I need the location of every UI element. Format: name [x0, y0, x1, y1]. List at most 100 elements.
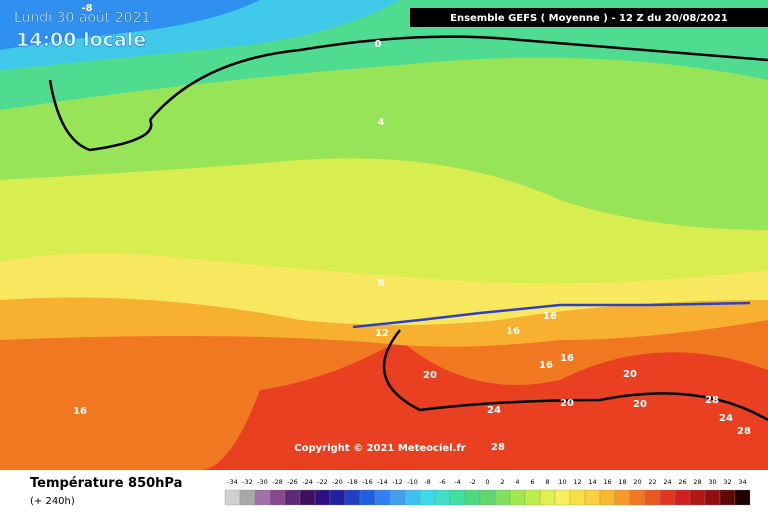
contour-label: -8: [81, 3, 92, 14]
scale-swatch: [614, 489, 631, 506]
scale-swatch: [569, 489, 586, 506]
scale-swatch: [689, 489, 706, 506]
scale-swatch: [344, 489, 361, 506]
scale-swatch: [659, 489, 676, 506]
scale-tick-label: -14: [377, 478, 388, 486]
scale-tick-label: 8: [545, 478, 549, 486]
scale-tick-label: 30: [708, 478, 716, 486]
scale-swatch: [599, 489, 616, 506]
scale-swatch: [464, 489, 481, 506]
copyright: Copyright © 2021 Meteociel.fr: [294, 443, 465, 454]
scale-tick-label: -24: [302, 478, 313, 486]
scale-swatch: [254, 489, 271, 506]
scale-tick-label: -18: [347, 478, 358, 486]
scale-swatch: [524, 489, 541, 506]
scale-tick-label: -20: [332, 478, 343, 486]
scale-swatch: [374, 489, 391, 506]
scale-swatch: [434, 489, 451, 506]
scale-swatch: [584, 489, 601, 506]
scale-swatch: [269, 489, 286, 506]
contour-label: 0: [375, 39, 382, 50]
scale-swatch: [359, 489, 376, 506]
scale-tick-label: 32: [723, 478, 731, 486]
scale-tick-label: -22: [317, 478, 328, 486]
legend-lead: (+ 240h): [30, 496, 75, 507]
scale-tick-label: 4: [515, 478, 519, 486]
scale-swatch: [734, 489, 751, 506]
contour-label: 16: [543, 311, 557, 322]
contour: [382, 329, 768, 422]
scale-swatch: [554, 489, 571, 506]
contour-label: 12: [375, 328, 389, 339]
scale-tick-label: -10: [407, 478, 418, 486]
scale-tick-label: 28: [693, 478, 701, 486]
zero-contour: [48, 35, 768, 152]
scale-swatch: [644, 489, 661, 506]
contour-label: 16: [73, 406, 87, 417]
contour-label: 16: [506, 326, 520, 337]
scale-tick-label: 26: [678, 478, 686, 486]
scale-tick-label: -28: [272, 478, 283, 486]
scale-tick-label: -12: [392, 478, 403, 486]
contour-label: 20: [623, 369, 637, 380]
scale-swatch: [629, 489, 646, 506]
scale-tick-label: -16: [362, 478, 373, 486]
contour-label: 16: [560, 353, 574, 364]
contour-label: 28: [491, 442, 505, 453]
scale-swatch: [719, 489, 736, 506]
contour-label: 28: [737, 426, 751, 437]
scale-swatch: [509, 489, 526, 506]
scale-swatch: [539, 489, 556, 506]
scale-tick-label: 10: [558, 478, 566, 486]
scale-tick-label: -2: [469, 478, 475, 486]
scale-swatch: [419, 489, 436, 506]
title: Ensemble GEFS ( Moyenne ) - 12 Z du 20/0…: [450, 13, 728, 24]
date: Lundi 30 août 2021: [14, 10, 150, 26]
scale-tick-label: -8: [424, 478, 430, 486]
scale-tick-label: 0: [485, 478, 489, 486]
scale-swatch: [224, 489, 241, 506]
scale-tick-label: -34: [227, 478, 238, 486]
contour-label: 20: [560, 398, 574, 409]
scale-swatch: [674, 489, 691, 506]
scale-swatch: [494, 489, 511, 506]
contour-label: 20: [423, 370, 437, 381]
scale-swatch: [704, 489, 721, 506]
scale-tick-label: 12: [573, 478, 581, 486]
contour-label: 20: [633, 399, 647, 410]
contour-label: 28: [705, 395, 719, 406]
contour-label: 16: [539, 360, 553, 371]
contour-label: 24: [487, 405, 501, 416]
scale-tick-label: 14: [588, 478, 596, 486]
scale-tick-label: -32: [242, 478, 253, 486]
contour-label: 4: [378, 117, 385, 128]
scale-tick-label: 2: [500, 478, 504, 486]
scale-tick-label: -4: [454, 478, 460, 486]
scale-tick-label: 18: [618, 478, 626, 486]
scale-swatch: [389, 489, 406, 506]
scale-swatch: [404, 489, 421, 506]
scale-swatch: [449, 489, 466, 506]
scale-swatch: [329, 489, 346, 506]
scale-tick-label: -6: [439, 478, 445, 486]
scale-swatch: [239, 489, 256, 506]
scale-tick-label: -30: [257, 478, 268, 486]
scale-swatch: [314, 489, 331, 506]
contour-label: 24: [719, 413, 733, 424]
contour-label: 8: [378, 278, 385, 289]
scale-swatch: [299, 489, 316, 506]
scale-tick-label: 16: [603, 478, 611, 486]
time: 14:00 locale: [16, 29, 146, 51]
scale-tick-label: 6: [530, 478, 534, 486]
scale-tick-label: 24: [663, 478, 671, 486]
scale-swatch: [479, 489, 496, 506]
scale-tick-label: 20: [633, 478, 641, 486]
scale-swatch: [284, 489, 301, 506]
legend-title: Température 850hPa: [30, 476, 182, 491]
scale-tick-label: 22: [648, 478, 656, 486]
scale-tick-label: 34: [738, 478, 746, 486]
scale-tick-label: -26: [287, 478, 298, 486]
title-box: [410, 8, 768, 27]
zone-blue: [0, 0, 260, 50]
